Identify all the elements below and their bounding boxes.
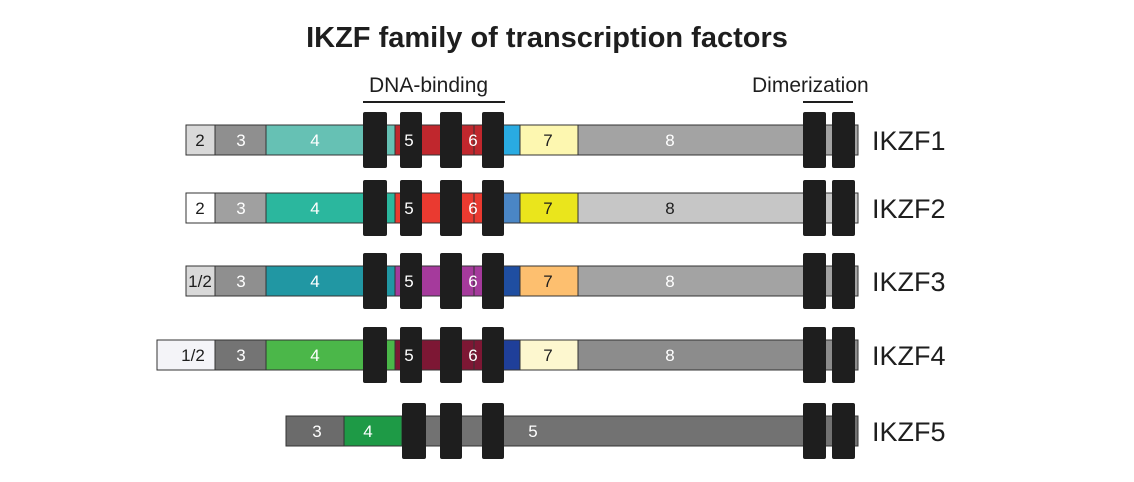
exon-label: 4 (310, 346, 319, 365)
exon-label: 2 (195, 199, 204, 218)
exon-segment (185, 265, 216, 297)
dna-binding-zinc-finger (482, 327, 504, 383)
protein-row-ikzf4: 1/2 3 4 5 6 7 8 IKZF4 (156, 327, 946, 383)
dna-binding-zinc-finger (363, 180, 387, 236)
exon-label: 3 (236, 346, 245, 365)
dimerization-zinc-finger (803, 327, 826, 383)
exon-label: 5 (528, 422, 537, 441)
exon-label: 7 (543, 272, 552, 291)
dimerization-zinc-finger (803, 253, 826, 309)
exon-label: 8 (665, 199, 674, 218)
exon-label: 8 (665, 272, 674, 291)
exon-label: 2 (195, 131, 204, 150)
dimerization-zinc-finger (832, 403, 855, 459)
dimerization-label: Dimerization (752, 74, 869, 97)
dna-binding-underline (363, 101, 505, 103)
exon-label: 6 (468, 199, 477, 218)
dimerization-zinc-finger (832, 112, 855, 168)
dna-binding-zinc-finger (363, 327, 387, 383)
protein-row-ikzf1: 2 3 4 5 6 7 8 IKZF1 (185, 112, 946, 168)
protein-name-label: IKZF2 (872, 194, 946, 224)
exon-label: 8 (665, 131, 674, 150)
exon-label: 5 (404, 346, 413, 365)
exon-label: 7 (543, 346, 552, 365)
exon-label: 5 (404, 272, 413, 291)
dna-binding-zinc-finger (363, 253, 387, 309)
dna-binding-zinc-finger (482, 180, 504, 236)
exon-label: 4 (310, 131, 319, 150)
dna-binding-zinc-finger (400, 253, 422, 309)
protein-name-label: IKZF3 (872, 267, 946, 297)
exon-segment (343, 415, 403, 447)
dna-binding-label: DNA-binding (369, 74, 489, 97)
protein-row-ikzf2: 2 3 4 5 6 7 8 IKZF2 (185, 180, 946, 236)
exon-segment (214, 124, 267, 156)
exon-segment (214, 339, 267, 371)
dimerization-zinc-finger (832, 180, 855, 236)
exon-segment (401, 415, 859, 447)
exon-label: 7 (543, 199, 552, 218)
dna-binding-zinc-finger (400, 112, 422, 168)
exon-segment (156, 339, 216, 371)
exon-label: 6 (468, 131, 477, 150)
exon-label: 3 (236, 272, 245, 291)
dna-binding-zinc-finger (482, 112, 504, 168)
exon-label: 5 (404, 131, 413, 150)
exon-label: 3 (236, 131, 245, 150)
dimerization-underline (803, 101, 853, 103)
exon-segment (214, 265, 267, 297)
exon-label: 4 (363, 422, 372, 441)
protein-name-label: IKZF1 (872, 126, 946, 156)
dna-binding-zinc-finger (440, 180, 462, 236)
protein-name-label: IKZF5 (872, 417, 946, 447)
exon-segment (185, 124, 216, 156)
dna-binding-zinc-finger (482, 253, 504, 309)
exon-label: 8 (665, 346, 674, 365)
exon-label: 4 (310, 272, 319, 291)
exon-label: 7 (543, 131, 552, 150)
dna-binding-zinc-finger (440, 112, 462, 168)
exon-label: 4 (310, 199, 319, 218)
protein-row-ikzf5: 3 4 5 IKZF5 (285, 403, 946, 459)
exon-label: 3 (312, 422, 321, 441)
dna-binding-zinc-finger (363, 112, 387, 168)
dna-binding-zinc-finger (482, 403, 504, 459)
dna-binding-zinc-finger (400, 180, 422, 236)
exon-label: 1/2 (188, 272, 212, 291)
exon-segment (185, 192, 216, 224)
dna-binding-zinc-finger (402, 403, 426, 459)
exon-segment (285, 415, 345, 447)
protein-name-label: IKZF4 (872, 341, 946, 371)
figure-title: IKZF family of transcription factors (306, 22, 788, 54)
dimerization-zinc-finger (803, 180, 826, 236)
dimerization-zinc-finger (832, 327, 855, 383)
dimerization-zinc-finger (803, 403, 826, 459)
exon-segment (519, 265, 579, 297)
exon-segment (519, 339, 579, 371)
exon-segment (214, 192, 267, 224)
dna-binding-zinc-finger (400, 327, 422, 383)
exon-segment (519, 124, 579, 156)
exon-label: 5 (404, 199, 413, 218)
dimerization-zinc-finger (832, 253, 855, 309)
dna-binding-zinc-finger (440, 253, 462, 309)
dna-binding-zinc-finger (440, 327, 462, 383)
exon-label: 6 (468, 346, 477, 365)
exon-label: 1/2 (181, 346, 205, 365)
exon-label: 3 (236, 199, 245, 218)
protein-row-ikzf3: 1/2 3 4 5 6 7 8 IKZF3 (185, 253, 946, 309)
dna-binding-zinc-finger (440, 403, 462, 459)
exon-label: 6 (468, 272, 477, 291)
dimerization-zinc-finger (803, 112, 826, 168)
